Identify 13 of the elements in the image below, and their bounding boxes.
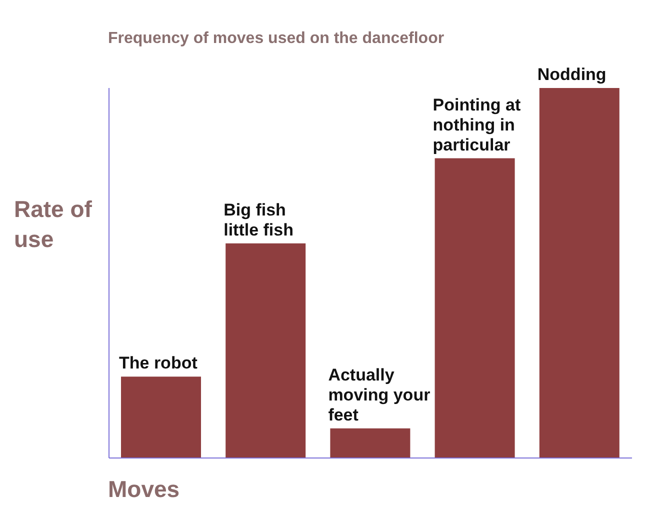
bar [226, 243, 306, 458]
bar [330, 428, 410, 458]
chart-title: Frequency of moves used on the dancefloor [108, 30, 444, 48]
bar [121, 376, 201, 458]
bar [434, 158, 515, 458]
y-axis-title: Rate of use [14, 195, 93, 254]
x-axis-title: Moves [108, 476, 180, 503]
x-tick-label: Nodding [537, 65, 606, 84]
x-tick-label: Big fish little fish [224, 200, 294, 240]
x-tick-label: Actually moving your feet [328, 365, 431, 424]
bar [539, 88, 620, 458]
x-tick-label: Pointing at nothing in particular [432, 95, 521, 154]
x-tick-label: The robot [119, 354, 198, 373]
